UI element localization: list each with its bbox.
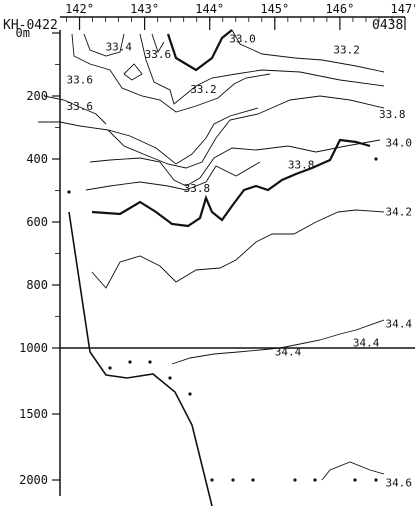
contour-33-8-upper xyxy=(107,95,385,169)
sample-point xyxy=(313,478,317,482)
sample-point xyxy=(67,190,71,194)
bottom-topography xyxy=(68,211,213,506)
contour-label: 33.8 xyxy=(288,158,315,171)
contour-lines xyxy=(38,29,385,481)
contour-label: 33.6 xyxy=(67,73,94,86)
contour-33-6-small xyxy=(123,63,143,81)
sample-point xyxy=(168,376,172,380)
y-ticks xyxy=(52,32,60,481)
y-tick-label: 1500 xyxy=(19,407,48,421)
contour-33-2-top xyxy=(231,29,385,73)
sample-point xyxy=(374,157,378,161)
x-tick-label: 145° xyxy=(260,2,289,16)
sample-point xyxy=(293,478,297,482)
contour-33-2-mid xyxy=(139,33,385,105)
contour-33-0-left xyxy=(151,33,165,54)
x-tick-label: 147° xyxy=(391,2,415,16)
contour-label: 33.8 xyxy=(379,108,406,121)
y-tick-label: 800 xyxy=(26,278,48,292)
contour-33-6-lower xyxy=(38,107,259,165)
x-tick-label: 146° xyxy=(325,2,354,16)
sample-point xyxy=(188,392,192,396)
x-tick-label: 142° xyxy=(65,2,94,16)
contour-label: 33.4 xyxy=(106,40,133,53)
sample-point xyxy=(353,478,357,482)
contour-label: 34.0 xyxy=(385,136,412,149)
station-right-label: 0438 xyxy=(372,18,403,33)
y-tick-label: 400 xyxy=(26,152,48,166)
sample-point xyxy=(128,360,132,364)
station-left-label: KH-0422 xyxy=(3,18,58,33)
contour-33-0 xyxy=(166,29,233,72)
contour-label: 34.4 xyxy=(385,318,412,331)
contour-33-4 xyxy=(83,33,125,57)
x-tick-label: 144° xyxy=(195,2,224,16)
x-tick-label: 143° xyxy=(130,2,159,16)
contour-34-6 xyxy=(321,461,385,481)
x-ticks xyxy=(66,17,406,30)
sample-point xyxy=(108,366,112,370)
contour-label: 34.4 xyxy=(275,345,302,358)
contour-33-8-deep xyxy=(85,161,261,191)
y-tick-labels: 0m 200 400 600 800 1000 1500 2000 xyxy=(16,26,48,487)
contour-label: 33.6 xyxy=(145,48,172,61)
sample-point xyxy=(210,478,214,482)
y-tick-label: 2000 xyxy=(19,473,48,487)
contour-label: 33.2 xyxy=(333,43,360,56)
contour-34-2 xyxy=(91,209,385,289)
contour-label: 34.4 xyxy=(353,336,380,349)
contour-33-6-upper xyxy=(71,33,271,113)
y-tick-label: 200 xyxy=(26,89,48,103)
contour-label: 33.8 xyxy=(184,182,211,195)
contour-label: 33.0 xyxy=(229,32,256,45)
sample-point xyxy=(251,478,255,482)
y-tick-label: 1000 xyxy=(19,341,48,355)
sample-point xyxy=(374,478,378,482)
contour-label: 34.2 xyxy=(385,206,412,219)
x-tick-labels: 142° 143° 144° 145° 146° 147° xyxy=(65,2,415,16)
contour-34-4 xyxy=(171,319,385,365)
contour-labels: 33.0 33.2 33.4 33.6 33.2 33.6 33.6 33.8 33.8 34.0… xyxy=(67,32,413,489)
y-tick-label: 600 xyxy=(26,215,48,229)
contour-label: 33.6 xyxy=(67,100,94,113)
sample-point xyxy=(231,478,235,482)
contour-33-8-lower xyxy=(89,139,381,187)
contour-label: 33.2 xyxy=(190,83,217,96)
contour-34-0 xyxy=(91,138,371,228)
y-tick-label: 0m xyxy=(16,26,30,40)
contour-label: 34.6 xyxy=(385,477,412,490)
sampling-points xyxy=(67,157,378,482)
sample-point xyxy=(148,360,152,364)
contour-33-6-left xyxy=(43,95,107,125)
